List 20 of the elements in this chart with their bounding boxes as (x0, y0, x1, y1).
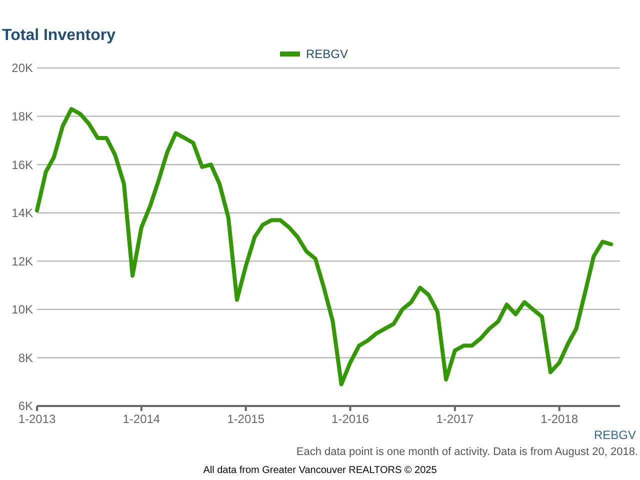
text: REBGV (594, 428, 636, 442)
x-tick-label: 1-2013 (18, 412, 56, 426)
text: All data from Greater Vancouver REALTORS © 2025 (203, 465, 438, 476)
y-tick-label: 12K (12, 254, 33, 268)
text: Each data point is one month of activity. Data is from August 20, 2018. (296, 446, 638, 458)
x-tick-label: 1-2018 (540, 412, 578, 426)
y-tick-label: 16K (12, 158, 33, 172)
y-tick-label: 20K (12, 61, 33, 76)
legend-label: REBGV (306, 47, 348, 62)
y-tick-label: 10K (12, 302, 33, 317)
line-series (35, 107, 614, 386)
x-tick-label: 1-2014 (122, 412, 160, 426)
y-tick-label: 8K (18, 350, 33, 365)
x-tick-label: 1-2015 (227, 412, 265, 426)
y-tick-label: 18K (12, 109, 33, 124)
chart-title: Total Inventory (2, 27, 116, 44)
y-tick-label: 6K (18, 399, 33, 414)
x-tick-label: 1-2016 (332, 412, 370, 426)
y-tick-label: 14K (12, 206, 33, 220)
x-tick-label: 1-2017 (436, 412, 474, 426)
